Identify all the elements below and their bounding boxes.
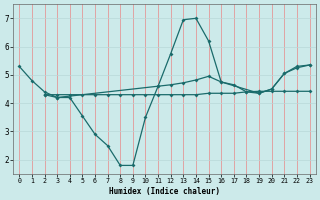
X-axis label: Humidex (Indice chaleur): Humidex (Indice chaleur) (109, 187, 220, 196)
